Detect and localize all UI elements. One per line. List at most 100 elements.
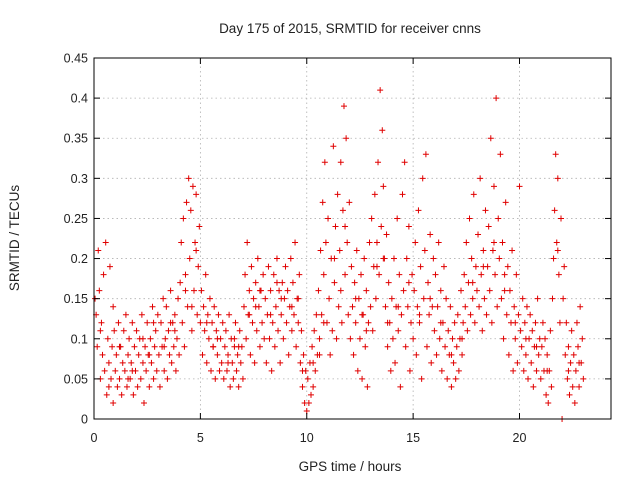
data-point bbox=[454, 311, 461, 318]
data-point bbox=[225, 351, 232, 358]
data-point bbox=[129, 319, 136, 326]
data-point bbox=[199, 351, 206, 358]
data-point bbox=[193, 247, 200, 254]
data-point bbox=[527, 311, 534, 318]
data-point bbox=[438, 367, 445, 374]
data-point bbox=[415, 207, 422, 214]
data-point bbox=[168, 359, 175, 366]
data-point bbox=[147, 335, 154, 342]
data-point bbox=[422, 151, 429, 158]
data-point bbox=[448, 351, 455, 358]
data-point bbox=[105, 359, 112, 366]
data-point bbox=[161, 367, 168, 374]
data-point bbox=[478, 271, 485, 278]
y-tick-label: 0.35 bbox=[64, 132, 88, 146]
data-point bbox=[361, 255, 368, 262]
data-point bbox=[110, 399, 117, 406]
data-point bbox=[356, 335, 363, 342]
x-tick-label: 10 bbox=[300, 431, 314, 445]
data-point bbox=[272, 303, 279, 310]
data-point bbox=[534, 295, 541, 302]
data-point bbox=[144, 319, 151, 326]
data-point bbox=[322, 239, 329, 246]
data-point bbox=[171, 311, 178, 318]
data-point bbox=[389, 335, 396, 342]
x-tick-label: 20 bbox=[513, 431, 527, 445]
data-point bbox=[530, 383, 537, 390]
data-point bbox=[177, 279, 184, 286]
data-point bbox=[565, 343, 572, 350]
data-point bbox=[579, 335, 586, 342]
y-tick-label: 0.05 bbox=[64, 372, 88, 386]
data-point bbox=[504, 263, 511, 270]
data-point bbox=[369, 327, 376, 334]
data-point bbox=[378, 223, 385, 230]
data-point bbox=[95, 247, 102, 254]
data-point bbox=[455, 367, 462, 374]
data-point bbox=[139, 359, 146, 366]
data-point bbox=[320, 271, 327, 278]
data-point bbox=[532, 319, 539, 326]
data-point bbox=[366, 239, 373, 246]
data-point bbox=[529, 327, 536, 334]
data-point bbox=[250, 295, 257, 302]
data-point bbox=[563, 319, 570, 326]
data-point bbox=[342, 271, 349, 278]
data-point bbox=[420, 295, 427, 302]
data-point bbox=[377, 87, 384, 94]
data-point bbox=[447, 303, 454, 310]
axis-ticks bbox=[93, 57, 611, 420]
data-point bbox=[150, 375, 157, 382]
data-point bbox=[197, 319, 204, 326]
data-point bbox=[332, 223, 339, 230]
data-point bbox=[227, 383, 234, 390]
data-point bbox=[412, 239, 419, 246]
data-point bbox=[219, 319, 226, 326]
data-point bbox=[385, 279, 392, 286]
data-point bbox=[183, 199, 190, 206]
data-point bbox=[248, 263, 255, 270]
data-point bbox=[189, 183, 196, 190]
data-point bbox=[123, 383, 130, 390]
data-point bbox=[547, 327, 554, 334]
data-point bbox=[308, 391, 315, 398]
data-point bbox=[246, 311, 253, 318]
data-point bbox=[425, 279, 432, 286]
data-point bbox=[413, 351, 420, 358]
data-point bbox=[337, 159, 344, 166]
data-point bbox=[432, 271, 439, 278]
data-point bbox=[520, 367, 527, 374]
data-point bbox=[315, 287, 322, 294]
data-point bbox=[206, 295, 213, 302]
data-point bbox=[403, 255, 410, 262]
data-point bbox=[330, 143, 337, 150]
data-point bbox=[284, 287, 291, 294]
data-point bbox=[342, 223, 349, 230]
data-point bbox=[550, 255, 557, 262]
data-point bbox=[156, 383, 163, 390]
y-tick-label: 0.2 bbox=[71, 252, 88, 266]
data-point bbox=[152, 327, 159, 334]
data-point bbox=[126, 335, 133, 342]
data-point bbox=[573, 319, 580, 326]
data-point bbox=[392, 359, 399, 366]
data-point bbox=[533, 343, 540, 350]
data-point bbox=[163, 303, 170, 310]
data-point bbox=[499, 239, 506, 246]
data-point bbox=[121, 367, 128, 374]
x-axis-title: GPS time / hours bbox=[299, 459, 402, 474]
x-tick-label: 15 bbox=[406, 431, 420, 445]
data-point bbox=[239, 375, 246, 382]
data-point bbox=[376, 271, 383, 278]
data-point bbox=[143, 367, 150, 374]
data-point bbox=[329, 327, 336, 334]
data-point bbox=[509, 247, 516, 254]
data-point bbox=[522, 335, 529, 342]
data-point bbox=[252, 279, 259, 286]
data-point bbox=[316, 351, 323, 358]
y-tick-label: 0.45 bbox=[64, 52, 88, 66]
y-axis-title: SRMTID / TECUs bbox=[7, 185, 22, 292]
data-point bbox=[192, 239, 199, 246]
data-point bbox=[556, 319, 563, 326]
data-point bbox=[463, 239, 470, 246]
